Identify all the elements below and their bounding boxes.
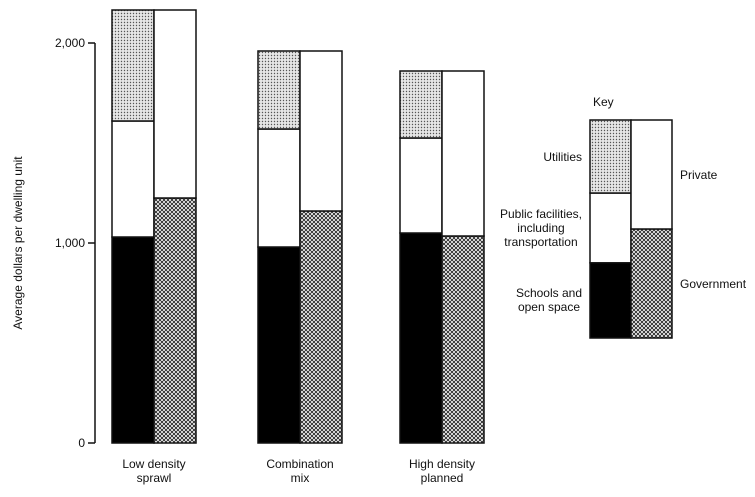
bar-segment bbox=[257, 50, 301, 130]
bar-segment bbox=[299, 50, 343, 212]
x-tick-label: High density planned bbox=[408, 457, 476, 485]
legend-label: Government bbox=[680, 276, 747, 291]
y-tick-label: 0 bbox=[78, 436, 85, 450]
bar-segment bbox=[111, 120, 155, 238]
y-axis-label: Average dollars per dwelling unit bbox=[11, 156, 25, 330]
bar-segment bbox=[399, 137, 443, 234]
x-tick-label: Combination mix bbox=[266, 457, 334, 485]
legend-swatch bbox=[589, 262, 632, 339]
legend-swatch bbox=[630, 228, 673, 339]
bar-segment bbox=[111, 236, 155, 444]
bar-segment bbox=[153, 197, 197, 444]
legend-label: Schools and open space bbox=[515, 286, 582, 315]
legend-title: Key bbox=[593, 95, 614, 109]
legend-label: Private bbox=[680, 167, 718, 182]
legend-label: Utilities bbox=[543, 149, 582, 164]
bar-segment bbox=[399, 232, 443, 444]
bar-segment bbox=[257, 246, 301, 444]
bar-segment bbox=[299, 210, 343, 444]
bar-segment bbox=[441, 235, 485, 444]
legend-swatch bbox=[589, 119, 632, 194]
bar-segment bbox=[257, 128, 301, 248]
bar-segment bbox=[441, 70, 485, 237]
legend-label: Public facilities, including transportat… bbox=[499, 206, 582, 249]
bar-segment bbox=[399, 70, 443, 139]
x-tick-label: Low density sprawl bbox=[122, 457, 186, 485]
bar-segment bbox=[153, 9, 197, 199]
y-tick-label: 2,000 bbox=[55, 36, 85, 50]
bar-segment bbox=[111, 9, 155, 122]
y-tick-label: 1,000 bbox=[55, 236, 85, 250]
legend-swatch bbox=[589, 192, 632, 264]
legend-swatch bbox=[630, 119, 673, 230]
